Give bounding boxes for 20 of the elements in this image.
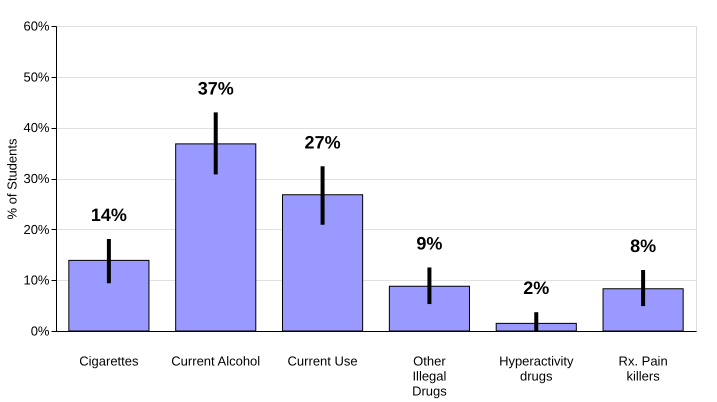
x-tick-label: Other Illegal Drugs bbox=[412, 354, 448, 398]
x-tick-label: Current Alcohol bbox=[171, 354, 260, 368]
data-label: 27% bbox=[304, 132, 341, 152]
y-tick-label: 20% bbox=[23, 222, 50, 237]
y-tick-label: 10% bbox=[23, 272, 50, 288]
x-tick-label: Current Use bbox=[288, 354, 358, 368]
data-label: 2% bbox=[523, 278, 550, 298]
x-tick-label: Rx. Pain killers bbox=[618, 354, 668, 384]
x-tick-label: Hyperactivity drugs bbox=[499, 354, 574, 384]
y-tick-label: 60% bbox=[23, 18, 50, 34]
x-tick-label: Cigarettes bbox=[79, 354, 140, 368]
y-tick-label: 50% bbox=[23, 69, 50, 84]
y-tick-label: 40% bbox=[23, 120, 50, 136]
data-label: 14% bbox=[90, 204, 127, 225]
data-label: 8% bbox=[630, 236, 656, 256]
y-tick-label: 0% bbox=[30, 324, 50, 338]
data-label: 9% bbox=[416, 233, 442, 254]
y-axis-title: % of Students bbox=[4, 138, 20, 220]
data-label: 37% bbox=[198, 78, 234, 98]
y-tick-label: 30% bbox=[23, 171, 50, 186]
